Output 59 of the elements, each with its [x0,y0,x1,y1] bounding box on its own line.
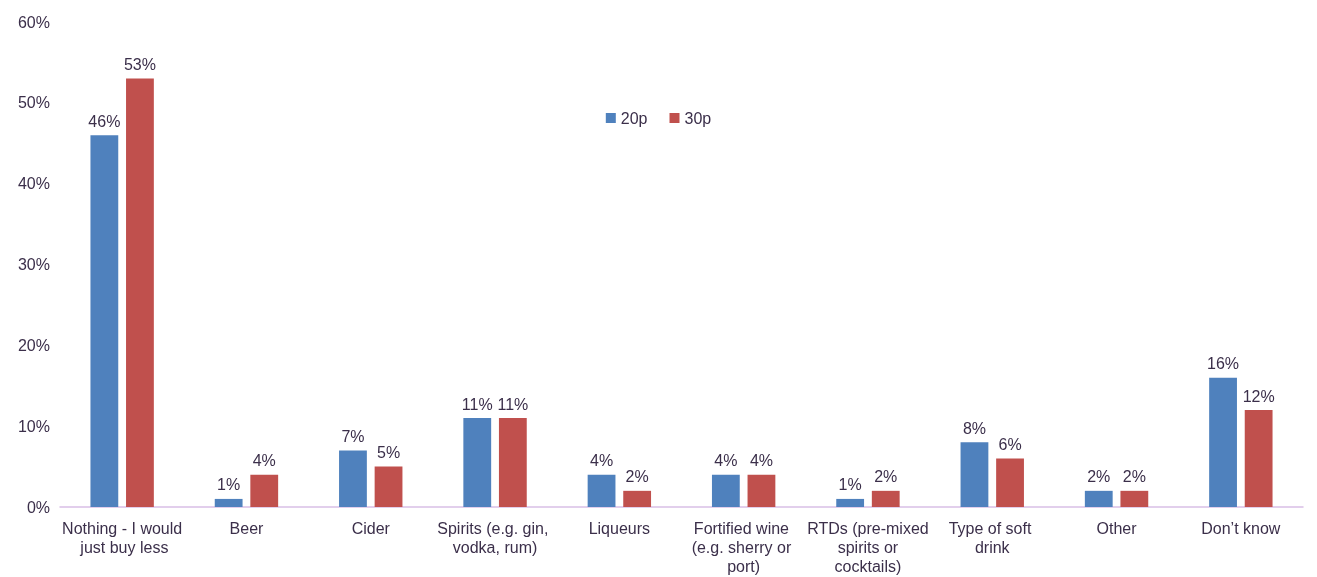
data-label: 6% [998,436,1022,453]
bar [126,78,154,507]
bar [996,458,1024,507]
y-tick-label: 20% [17,336,50,354]
data-label: 4% [749,452,774,470]
bar [587,474,616,507]
y-tick-label: 10% [17,417,50,435]
y-tick-label: 40% [17,175,50,193]
bar [339,450,367,507]
y-tick-label: 60% [17,13,50,31]
data-label: 4% [714,452,738,470]
data-label: 4% [589,452,614,470]
bar [836,498,865,507]
bar [463,418,492,507]
bar [747,474,776,507]
data-label: 2% [1122,468,1146,486]
data-label: 4% [252,452,276,470]
x-tick-label: RTDs (pre-mixed spirits or cocktails) [807,520,929,575]
bar [498,418,527,507]
data-label: 46% [88,112,121,130]
data-label: 2% [874,468,898,486]
data-label: 8% [962,419,987,437]
bar [711,474,740,507]
bar [623,490,652,507]
data-label: 7% [341,427,365,445]
x-tick-label: Spirits (e.g. gin, vodka, rum) [437,520,553,556]
x-tick-label: Other [1096,520,1138,537]
data-label: 12% [1242,387,1275,405]
bar [871,490,900,507]
legend-label: 20p [620,109,648,127]
bar [90,135,119,507]
x-tick-label: Cider [351,520,391,537]
data-label: 1% [838,476,862,494]
x-tick-label: Beer [229,520,265,537]
bar [250,474,279,507]
y-tick-label: 50% [17,94,50,112]
y-tick-label: 0% [26,498,50,516]
x-tick-label: Nothing - I would just buy less [62,520,183,556]
data-label: 1% [217,476,241,494]
bar [214,498,243,507]
bar [960,442,989,507]
data-label: 2% [1087,468,1111,486]
x-tick-label: Fortified wine (e.g. sherry or port) [691,520,796,575]
bar [1244,410,1273,507]
bar [374,466,403,507]
x-tick-label: Don’t know [1201,520,1281,537]
data-label: 11% [497,395,529,413]
x-tick-label: Liqueurs [588,520,651,537]
data-label: 11% [461,395,493,413]
bar [1084,490,1113,507]
y-tick-label: 30% [17,256,50,273]
data-label: 16% [1207,355,1240,373]
x-tick-label: Type of soft drink [948,520,1036,556]
legend-label: 30p [684,109,712,127]
data-label: 53% [123,56,156,74]
data-label: 5% [376,444,401,462]
bar [1120,490,1149,507]
bar [1209,377,1237,507]
data-label: 2% [625,468,649,486]
